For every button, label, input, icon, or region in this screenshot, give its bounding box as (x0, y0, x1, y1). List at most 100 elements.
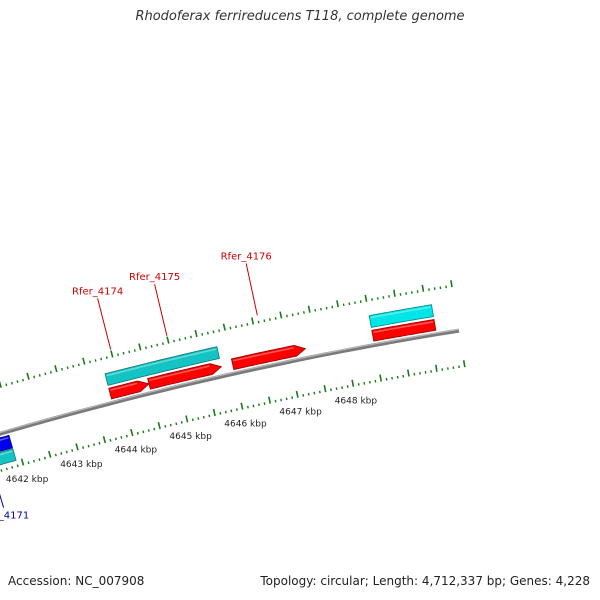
minor-tick (38, 374, 41, 377)
minor-tick (330, 388, 332, 392)
minor-tick (274, 316, 277, 320)
genome-summary-text: Topology: circular; Length: 4,712,337 bp… (260, 574, 590, 588)
minor-tick (156, 343, 159, 347)
minor-tick (100, 357, 103, 361)
minor-tick (82, 446, 85, 449)
major-tick (26, 372, 30, 380)
gene-highlight (373, 321, 434, 334)
minor-tick (117, 353, 119, 357)
minor-tick (371, 298, 373, 301)
major-tick (351, 379, 355, 387)
minor-tick (303, 311, 305, 314)
minor-tick (240, 324, 243, 327)
gene-highlight (106, 348, 217, 377)
minor-tick (180, 421, 183, 424)
major-tick (166, 336, 170, 344)
minor-tick (235, 408, 238, 411)
major-tick (268, 396, 272, 404)
minor-tick (197, 417, 200, 420)
major-tick (0, 380, 2, 388)
scale-label: 4646 kbp (224, 419, 267, 429)
major-tick (110, 350, 114, 358)
minor-tick (201, 333, 204, 336)
major-tick (336, 300, 339, 308)
reverse-gene-feature (0, 434, 13, 452)
gene-highlight (232, 347, 294, 362)
major-tick (323, 385, 327, 393)
major-tick (75, 443, 79, 451)
gene-highlight (0, 436, 9, 441)
minor-tick (22, 378, 25, 382)
minor-tick (164, 425, 167, 428)
minor-tick (60, 452, 63, 455)
minor-tick (105, 356, 108, 359)
minor-tick (136, 431, 139, 435)
forward-gene-feature (147, 363, 223, 390)
genome-backbone-highlight (0, 328, 459, 434)
scale-label: 4647 kbp (279, 408, 322, 418)
gene-highlight (0, 450, 13, 456)
minor-tick (246, 322, 249, 326)
minor-tick (341, 386, 343, 389)
major-tick (212, 408, 216, 417)
gene-label-rfer-4175: Rfer_4175 (129, 272, 180, 283)
minor-tick (230, 409, 233, 413)
forward-gene-feature (108, 380, 150, 400)
minor-tick (346, 385, 349, 388)
minor-tick (314, 308, 317, 312)
minor-tick (38, 458, 41, 461)
minor-tick (89, 360, 91, 364)
minor-tick (313, 391, 316, 395)
major-tick (48, 450, 52, 458)
forward-gene-feature (104, 346, 220, 386)
minor-tick (43, 456, 46, 460)
minor-tick (27, 461, 30, 465)
minor-tick (247, 405, 249, 409)
minor-tick (318, 390, 321, 394)
map-title: Rhodoferax ferrireducens T118, complete … (135, 9, 465, 24)
reverse-gene-feature (0, 448, 17, 466)
major-tick (251, 317, 255, 325)
minor-tick (348, 302, 351, 306)
minor-tick (325, 306, 328, 310)
minor-tick (285, 397, 288, 401)
minor-tick (145, 346, 147, 350)
major-tick (222, 323, 226, 331)
major-tick (435, 364, 438, 372)
minor-tick (257, 320, 260, 324)
gene-label-rfer-4174: Rfer_4174 (72, 286, 123, 297)
forward-callout-line (245, 263, 258, 316)
minor-tick (173, 339, 176, 343)
minor-tick (5, 383, 8, 387)
minor-tick (219, 412, 222, 415)
minor-tick (263, 402, 266, 405)
minor-tick (5, 467, 8, 471)
major-tick (450, 280, 453, 288)
major-tick (279, 311, 283, 319)
minor-tick (291, 313, 294, 317)
minor-tick (402, 374, 405, 378)
minor-tick (11, 466, 14, 469)
minor-tick (252, 404, 255, 408)
minor-tick (235, 325, 237, 329)
minor-tick (94, 359, 97, 362)
major-tick (240, 402, 244, 410)
minor-tick (150, 345, 153, 348)
minor-tick (120, 436, 123, 439)
minor-tick (109, 438, 112, 442)
major-tick (54, 365, 58, 373)
gene-label-rfer-4176: Rfer_4176 (221, 252, 272, 263)
minor-tick (184, 336, 187, 340)
minor-tick (71, 449, 74, 452)
minor-tick (72, 364, 75, 368)
scale-label: 4644 kbp (115, 446, 158, 456)
minor-tick (280, 398, 283, 402)
scale-label: 4648 kbp (335, 397, 378, 407)
major-tick (194, 329, 198, 338)
minor-tick (191, 418, 194, 422)
minor-tick (302, 393, 305, 397)
minor-tick (218, 329, 221, 332)
minor-tick (54, 453, 57, 457)
minor-tick (286, 314, 288, 318)
